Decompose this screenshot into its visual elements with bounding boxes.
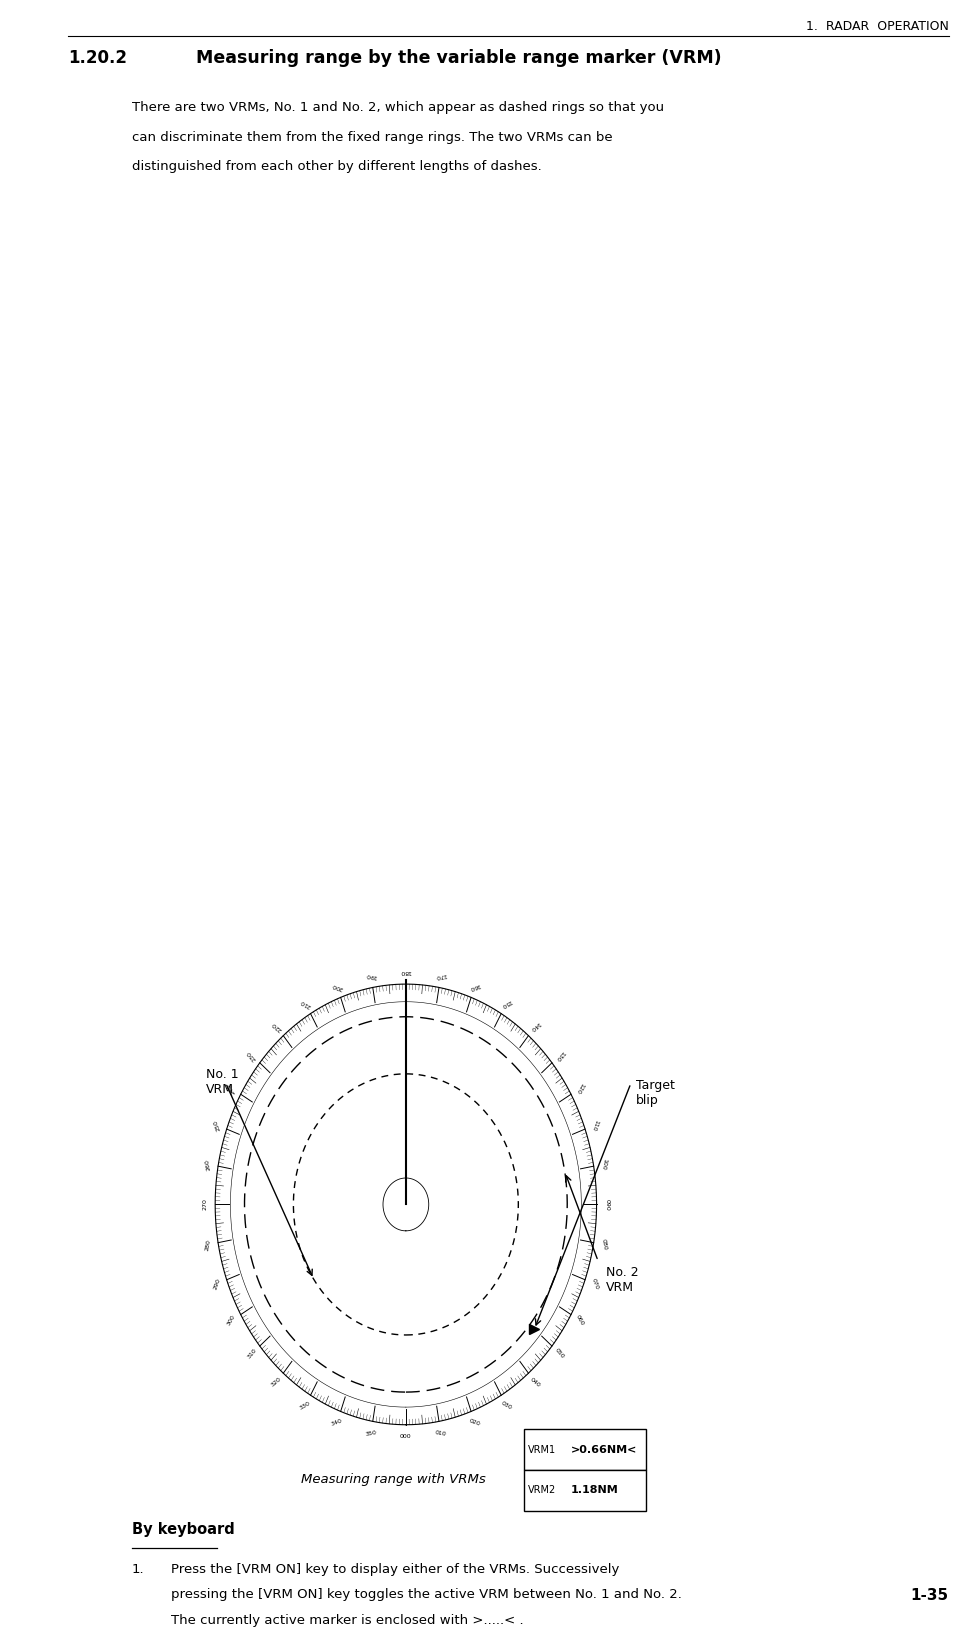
Text: 320: 320 <box>270 1377 282 1389</box>
Text: 140: 140 <box>529 1020 540 1031</box>
Text: can discriminate them from the fixed range rings. The two VRMs can be: can discriminate them from the fixed ran… <box>132 131 612 144</box>
Text: 000: 000 <box>400 1435 411 1439</box>
Text: 350: 350 <box>364 1430 377 1436</box>
Text: Measuring range with VRMs: Measuring range with VRMs <box>301 1474 486 1487</box>
Text: 260: 260 <box>204 1157 211 1170</box>
Text: 1.  RADAR  OPERATION: 1. RADAR OPERATION <box>805 20 948 33</box>
Text: By keyboard: By keyboard <box>132 1523 234 1537</box>
Text: 1.20.2: 1.20.2 <box>68 49 127 67</box>
Text: 020: 020 <box>468 1418 481 1428</box>
Text: 270: 270 <box>202 1198 207 1211</box>
Text: 060: 060 <box>574 1314 584 1327</box>
Text: 030: 030 <box>499 1400 512 1410</box>
Text: 1.: 1. <box>132 1563 145 1577</box>
Bar <box>524 1470 646 1511</box>
Text: 220: 220 <box>270 1020 282 1031</box>
Text: 310: 310 <box>246 1348 257 1359</box>
Text: No. 1
VRM: No. 1 VRM <box>205 1067 238 1095</box>
Text: 300: 300 <box>227 1314 236 1327</box>
Text: 010: 010 <box>434 1430 446 1436</box>
Text: 250: 250 <box>212 1118 221 1131</box>
Bar <box>524 1430 646 1470</box>
Text: 130: 130 <box>554 1049 565 1061</box>
Text: 1-35: 1-35 <box>910 1588 948 1603</box>
Text: 230: 230 <box>246 1049 257 1061</box>
Text: 120: 120 <box>574 1082 584 1095</box>
Text: 190: 190 <box>364 973 377 979</box>
Text: 210: 210 <box>299 999 312 1009</box>
Text: 180: 180 <box>400 969 411 974</box>
Text: Press the [VRM ON] key to display either of the VRMs. Successively: Press the [VRM ON] key to display either… <box>171 1563 618 1577</box>
Text: No. 2
VRM: No. 2 VRM <box>606 1266 638 1294</box>
Text: The currently active marker is enclosed with >.....< .: The currently active marker is enclosed … <box>171 1614 524 1627</box>
Text: 290: 290 <box>212 1278 221 1291</box>
Text: There are two VRMs, No. 1 and No. 2, which appear as dashed rings so that you: There are two VRMs, No. 1 and No. 2, whi… <box>132 101 663 114</box>
Text: 1.18NM: 1.18NM <box>570 1485 617 1495</box>
Text: 090: 090 <box>604 1198 609 1211</box>
Text: 150: 150 <box>499 999 512 1009</box>
Text: pressing the [VRM ON] key toggles the active VRM between No. 1 and No. 2.: pressing the [VRM ON] key toggles the ac… <box>171 1588 681 1601</box>
Text: 100: 100 <box>600 1157 607 1170</box>
Text: 200: 200 <box>330 981 343 991</box>
Text: 040: 040 <box>529 1377 540 1389</box>
Text: 070: 070 <box>590 1278 599 1291</box>
Text: 170: 170 <box>434 973 446 979</box>
Text: distinguished from each other by different lengths of dashes.: distinguished from each other by differe… <box>132 160 541 173</box>
Text: 240: 240 <box>227 1082 236 1095</box>
Text: >0.66NM<: >0.66NM< <box>570 1444 636 1454</box>
Text: VRM2: VRM2 <box>528 1485 556 1495</box>
Text: Target
blip: Target blip <box>635 1079 674 1106</box>
Text: 050: 050 <box>554 1348 565 1359</box>
Text: 110: 110 <box>590 1118 599 1131</box>
Text: 080: 080 <box>600 1239 607 1252</box>
Text: VRM1: VRM1 <box>528 1444 556 1454</box>
Text: 340: 340 <box>330 1418 343 1428</box>
Text: 330: 330 <box>299 1400 312 1410</box>
Text: 160: 160 <box>468 982 481 991</box>
Text: Measuring range by the variable range marker (VRM): Measuring range by the variable range ma… <box>195 49 720 67</box>
Text: 280: 280 <box>204 1239 211 1252</box>
